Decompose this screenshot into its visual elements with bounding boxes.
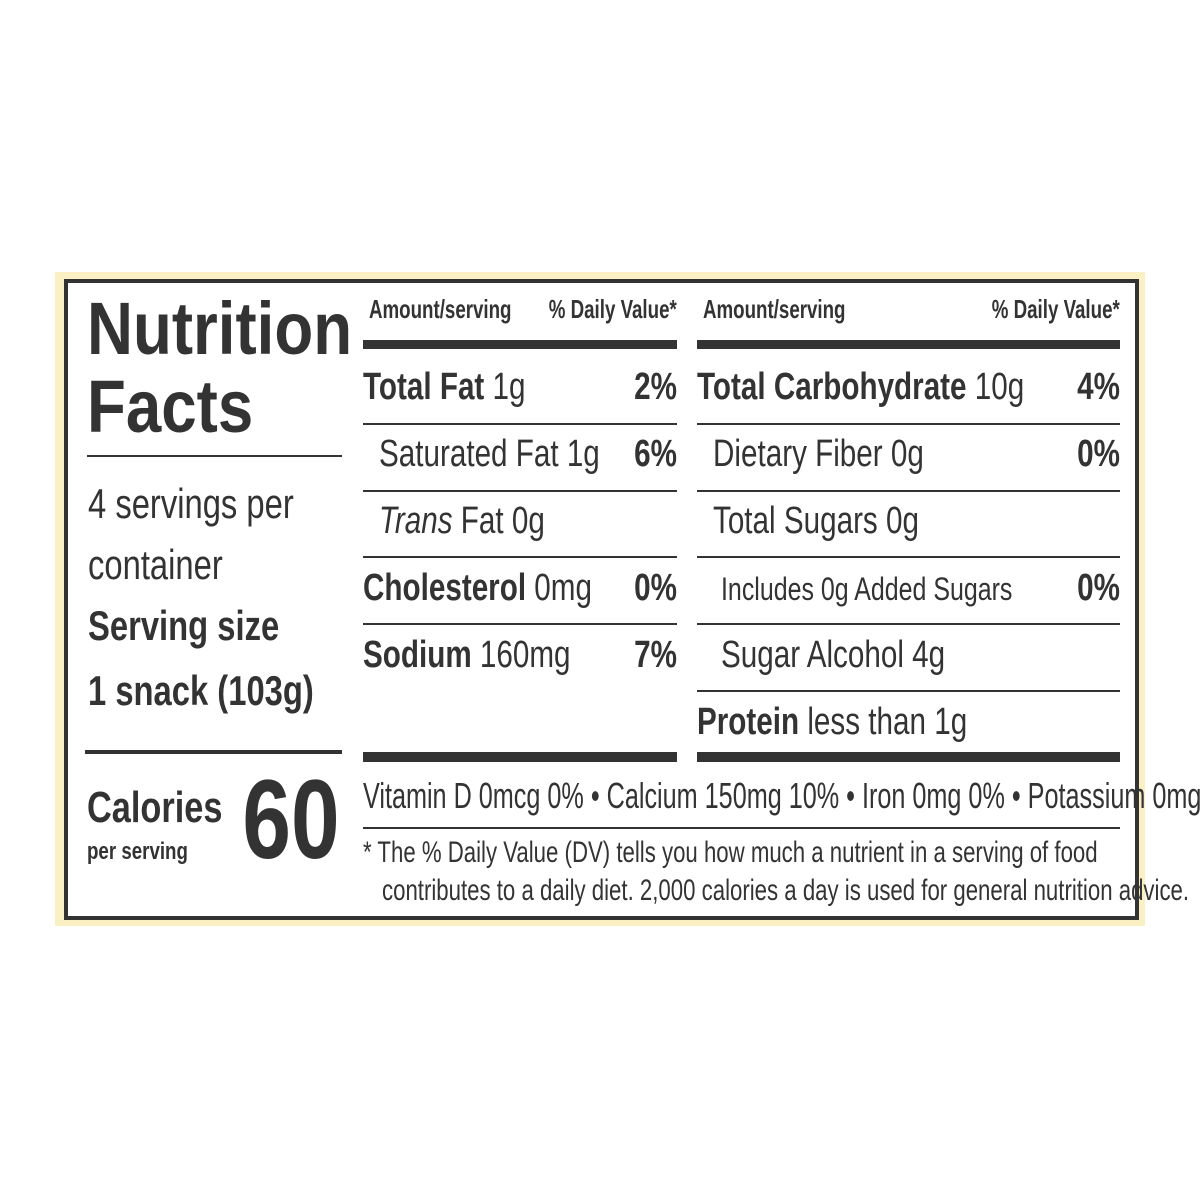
nutrient-name: Protein [697,701,800,743]
dv-header: % Daily Value* [549,294,677,324]
nutrient-amount: 0mg [526,567,592,609]
footnote-line-1: * The % Daily Value (DV) tells you how m… [363,836,1098,869]
nutrient-row: Total Sugars 0g [713,502,919,540]
vitamins-line: Vitamin D 0mcg 0% • Calcium 150mg 10% • … [363,775,1200,816]
calories-value: 60 [242,757,340,882]
thick-bar [697,752,1120,762]
row-divider [363,556,677,558]
thick-bar [363,340,677,349]
nutrient-row: Protein less than 1g [697,703,967,741]
nutrient-amount: Includes 0g Added Sugars [721,571,1013,607]
servings-line-1: 4 servings per [88,480,294,527]
dv-header: % Daily Value* [992,294,1120,324]
nutrient-row: Sodium 160mg [363,636,571,674]
nutrient-amount: Dietary Fiber 0g [713,433,924,475]
row-divider [697,623,1120,625]
nutrient-dv: 7% [634,634,677,676]
serving-size-label: Serving size [88,602,280,649]
nutrient-row: Total Fat 1g [363,368,526,406]
nutrient-amount: Total Sugars 0g [713,500,919,542]
calories-label: Calories [87,783,223,832]
nutrient-dv: 4% [1077,366,1120,408]
amount-header: Amount/serving [369,294,512,324]
title-line-1: Nutrition [87,287,353,370]
nutrient-name: Total Carbohydrate [697,366,967,408]
divider [87,455,342,457]
nutrient-amount: less than 1g [799,701,968,743]
row-divider [363,423,677,425]
nutrient-name: Sodium [363,634,472,676]
row-divider [363,623,677,625]
nutrient-amount: Sugar Alcohol 4g [721,634,946,676]
nutrition-facts-panel [64,279,1139,920]
nutrient-dv: 6% [634,433,677,475]
nutrient-amount: Saturated Fat 1g [379,433,600,475]
title-line-2: Facts [87,365,254,448]
calories-sub: per serving [87,838,188,865]
row-divider [697,690,1120,692]
divider [363,827,1120,829]
row-divider [697,423,1120,425]
nutrient-row: Total Carbohydrate 10g [697,368,1024,406]
nutrient-dv: 0% [1077,567,1120,609]
amount-header: Amount/serving [703,294,846,324]
nutrient-name: Total Fat [363,366,485,408]
servings-line-2: container [88,541,223,588]
nutrient-row: Sugar Alcohol 4g [721,636,945,674]
nutrient-dv: 0% [634,567,677,609]
nutrient-amount: 160mg [471,634,571,676]
row-divider [697,556,1120,558]
nutrient-italic: Trans [379,500,453,542]
nutrient-amount: Fat 0g [452,500,545,542]
nutrient-row: Saturated Fat 1g [379,435,600,473]
serving-size-value: 1 snack (103g) [88,667,314,714]
row-divider [363,490,677,492]
nutrient-row: Cholesterol 0mg [363,569,592,607]
nutrient-amount: 10g [966,366,1025,408]
nutrient-row: Dietary Fiber 0g [713,435,924,473]
nutrient-dv: 0% [1077,433,1120,475]
thick-bar [363,752,677,762]
row-divider [697,490,1120,492]
nutrient-name: Cholesterol [363,567,527,609]
nutrient-row: Includes 0g Added Sugars [721,573,1012,605]
thick-bar [697,340,1120,349]
thick-divider [85,750,342,754]
footnote-line-2: contributes to a daily diet. 2,000 calor… [382,874,1190,907]
nutrient-dv: 2% [634,366,677,408]
nutrient-row: Trans Fat 0g [379,502,545,540]
nutrient-amount: 1g [484,366,526,408]
